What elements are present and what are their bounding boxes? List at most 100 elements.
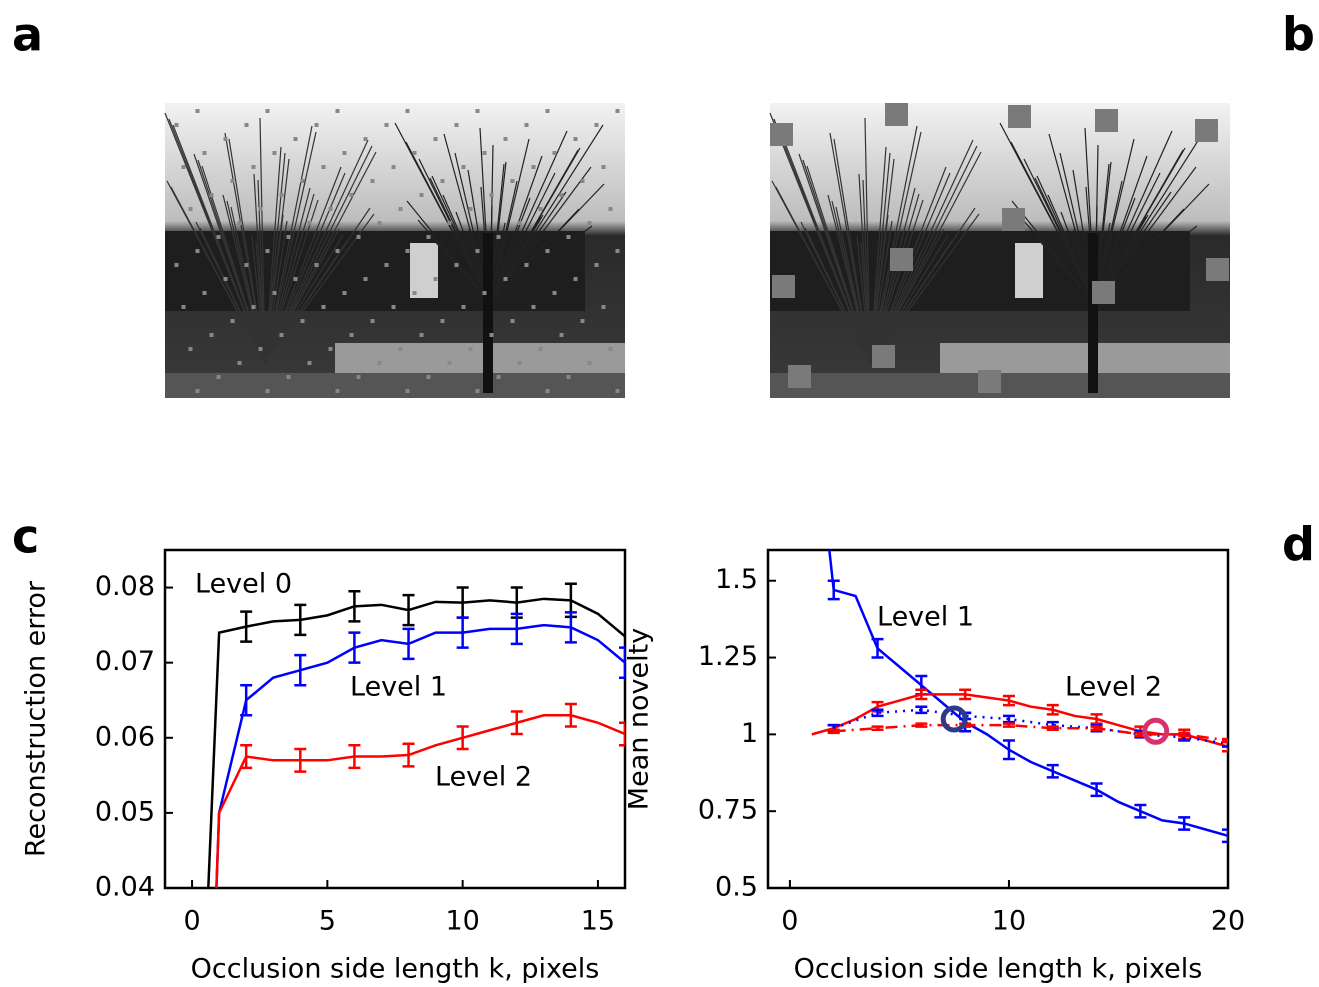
occlusion — [1095, 109, 1118, 132]
occlusion — [251, 165, 256, 169]
branch — [835, 206, 871, 364]
branch — [264, 152, 286, 364]
occlusion — [349, 333, 354, 337]
occlusion — [188, 347, 193, 351]
series-label: Level 1 — [350, 672, 447, 703]
occlusion — [545, 109, 550, 113]
occlusion — [398, 347, 403, 351]
x-tick-label: 20 — [1211, 906, 1245, 937]
occlusion — [328, 347, 333, 351]
error-bar — [619, 646, 625, 679]
occlusion — [772, 275, 795, 298]
branch — [255, 241, 266, 364]
photo — [164, 103, 625, 398]
occlusion — [545, 389, 550, 393]
series-line — [828, 550, 1228, 837]
occlusion — [363, 137, 368, 141]
highlight-marker — [940, 705, 968, 733]
y-tick-label: 0.06 — [95, 721, 155, 752]
x-tick-label: 10 — [992, 906, 1026, 937]
x-axis-label: Occlusion side length k, pixels — [794, 954, 1203, 985]
error-bar — [915, 688, 928, 701]
occlusion — [370, 319, 375, 323]
error-bar — [1046, 725, 1059, 732]
occlusion — [552, 291, 557, 295]
error-bar — [871, 725, 884, 732]
occlusion — [405, 389, 410, 393]
occlusion — [188, 207, 193, 211]
branch — [264, 240, 348, 364]
occlusion — [573, 277, 578, 281]
occlusion — [258, 207, 263, 211]
occlusion — [503, 277, 508, 281]
water — [940, 343, 1230, 373]
occlusion — [524, 263, 529, 267]
occlusion — [503, 137, 508, 141]
plot-area — [811, 550, 1228, 844]
error-bar — [294, 603, 307, 637]
occlusion — [237, 221, 242, 225]
error-bar — [1090, 725, 1103, 732]
x-tick-label: 0 — [183, 906, 200, 937]
branch — [489, 155, 543, 304]
error-bar — [1002, 714, 1015, 724]
error-bar — [1046, 703, 1059, 716]
occlusion — [1008, 105, 1031, 128]
occlusion — [335, 249, 340, 253]
occlusion — [872, 345, 895, 368]
occlusion — [587, 361, 592, 365]
y-tick-label: 0.05 — [95, 796, 155, 827]
branch — [264, 139, 369, 364]
occlusion — [885, 103, 908, 126]
highlight-marker — [1142, 717, 1170, 745]
occlusion — [405, 249, 410, 253]
occlusion — [202, 151, 207, 155]
y-tick-label: 1.25 — [698, 641, 758, 672]
x-tick-label: 10 — [445, 906, 479, 937]
branch — [1022, 219, 1096, 304]
branch — [804, 227, 871, 364]
series-line — [215, 623, 625, 888]
y-tick-label: 0.08 — [95, 571, 155, 602]
panel-label: d — [1282, 518, 1315, 572]
series-line — [811, 693, 1228, 748]
occlusion — [1092, 281, 1115, 304]
occlusion — [573, 137, 578, 141]
occlusion — [244, 263, 249, 267]
error-bar — [619, 721, 625, 747]
branch — [869, 146, 887, 364]
occlusion — [412, 291, 417, 295]
occlusion — [426, 235, 431, 239]
plot-area — [207, 582, 625, 888]
occlusion — [335, 109, 340, 113]
error-bar — [1002, 694, 1015, 707]
branch — [869, 145, 978, 364]
branch — [228, 138, 266, 364]
branch — [1048, 133, 1096, 304]
occlusion — [545, 249, 550, 253]
occlusion — [531, 165, 536, 169]
occlusion — [181, 165, 186, 169]
occlusion — [433, 277, 438, 281]
occlusion — [321, 305, 326, 309]
water — [335, 343, 625, 373]
occlusion — [552, 151, 557, 155]
ground — [165, 373, 625, 398]
y-tick-label: 0.07 — [95, 646, 155, 677]
occlusion — [237, 361, 242, 365]
series-label: Level 1 — [877, 602, 974, 633]
occlusion — [566, 375, 571, 379]
branch — [864, 117, 871, 364]
error-bar — [240, 610, 253, 643]
branch — [1094, 130, 1173, 304]
occlusion — [615, 389, 620, 393]
occlusion — [594, 263, 599, 267]
error-bar — [827, 579, 840, 601]
y-tick-label: 0.75 — [698, 795, 758, 826]
series-line — [833, 708, 1228, 745]
occlusion — [384, 263, 389, 267]
branch — [1094, 124, 1209, 304]
branch — [1094, 155, 1148, 304]
occlusion — [391, 305, 396, 309]
branch — [489, 191, 567, 304]
